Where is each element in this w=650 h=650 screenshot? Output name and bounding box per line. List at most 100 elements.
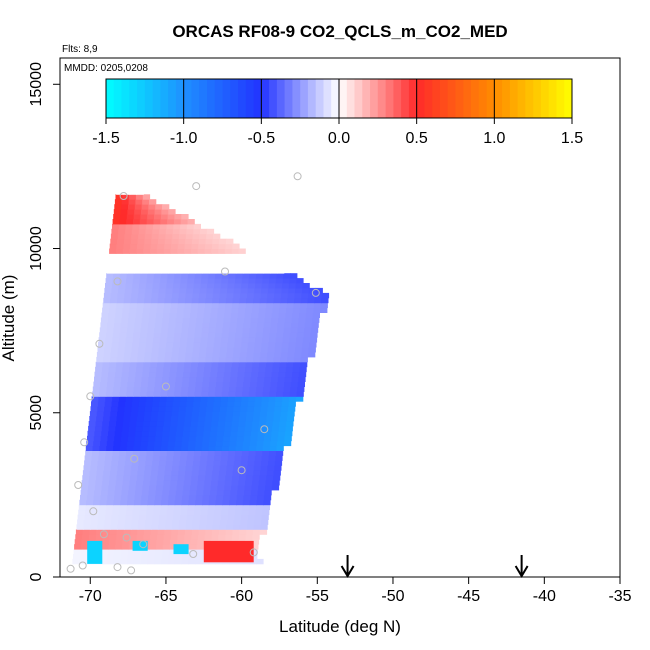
colorbar-segment	[323, 79, 332, 118]
field-cell	[211, 421, 219, 427]
field-cell	[258, 480, 267, 486]
field-cell	[210, 366, 219, 373]
x-tick-label: -60	[230, 588, 253, 605]
field-cell	[120, 499, 128, 506]
field-cell	[112, 450, 120, 456]
field-cell	[106, 386, 114, 392]
field-cell	[169, 485, 177, 491]
field-cell	[149, 485, 157, 491]
field-cell	[149, 539, 157, 545]
field-cell	[155, 549, 163, 555]
field-cell	[226, 519, 235, 525]
field-cell	[97, 347, 105, 353]
field-cell	[196, 376, 204, 382]
field-cell	[183, 539, 191, 545]
field-cell	[293, 361, 301, 368]
field-cell	[120, 322, 129, 328]
field-cell	[95, 475, 104, 481]
field-cell	[174, 386, 182, 392]
field-cell	[161, 322, 169, 328]
field-cell	[244, 371, 252, 378]
colorbar-segment	[385, 79, 394, 118]
field-cell	[151, 347, 160, 353]
colorbar-tick-label: -0.5	[248, 130, 276, 147]
field-cell	[168, 440, 176, 447]
field-cell	[291, 317, 299, 323]
colorbar-segment	[113, 79, 122, 118]
field-cell	[299, 307, 307, 313]
field-cell	[242, 504, 250, 511]
field-cell	[246, 411, 254, 417]
field-cell	[225, 416, 233, 422]
field-cell	[245, 534, 253, 540]
field-cell	[187, 219, 195, 225]
field-cell	[101, 430, 109, 437]
field-cell	[109, 302, 117, 309]
sample-point	[74, 481, 83, 489]
field-cell	[108, 425, 116, 432]
field-cell	[85, 504, 93, 511]
field-cell	[206, 292, 214, 299]
field-cell	[139, 278, 147, 284]
field-cell	[106, 268, 115, 274]
field-cell	[91, 401, 99, 407]
field-cell	[181, 273, 189, 279]
field-cell	[258, 307, 267, 313]
field-cell	[171, 470, 179, 476]
field-cell	[275, 283, 283, 289]
field-cell	[174, 440, 183, 447]
field-cell	[138, 406, 146, 412]
field-cell	[251, 258, 259, 264]
field-cell	[157, 297, 166, 304]
field-cell	[225, 529, 233, 535]
field-cell	[194, 445, 203, 451]
field-cell	[262, 273, 271, 279]
field-cell	[208, 332, 216, 338]
field-cell	[156, 425, 164, 432]
field-cell	[130, 529, 138, 535]
field-cell	[173, 396, 181, 402]
field-cell	[204, 475, 213, 481]
field-cell	[113, 558, 121, 565]
field-cell	[289, 278, 297, 284]
field-cell	[197, 307, 205, 313]
field-cell	[138, 233, 146, 240]
field-cell	[153, 450, 161, 456]
field-cell	[90, 519, 98, 525]
field-cell	[296, 278, 304, 284]
field-cell	[220, 514, 228, 520]
field-cell	[265, 307, 273, 313]
sample-point	[293, 172, 302, 181]
field-cell	[240, 287, 248, 294]
field-cell	[134, 440, 142, 447]
field-cell	[149, 312, 157, 318]
field-cell	[277, 435, 285, 442]
field-cell	[276, 391, 284, 397]
field-cell	[216, 258, 225, 264]
field-cell	[248, 396, 256, 402]
field-cell	[136, 248, 144, 254]
field-cell	[159, 283, 167, 289]
field-cell	[219, 238, 227, 245]
x-tick-label: -45	[457, 588, 480, 605]
field-cell	[198, 302, 206, 309]
field-cell	[133, 445, 141, 451]
field-cell	[230, 376, 238, 382]
field-cell	[104, 514, 113, 520]
field-cell	[166, 278, 175, 284]
field-cell	[295, 283, 303, 289]
field-cell	[122, 248, 130, 254]
field-cell	[129, 248, 137, 254]
field-cell	[175, 263, 183, 269]
field-cell	[150, 475, 158, 481]
field-cell	[308, 352, 316, 358]
field-cell	[141, 494, 149, 501]
field-cell	[225, 302, 233, 309]
field-cell	[265, 312, 273, 318]
field-cell	[210, 430, 218, 437]
x-tick-label: -55	[306, 588, 329, 605]
field-cell	[101, 425, 110, 432]
field-cell	[75, 529, 84, 535]
field-cell	[192, 233, 200, 240]
field-cell	[181, 381, 190, 387]
